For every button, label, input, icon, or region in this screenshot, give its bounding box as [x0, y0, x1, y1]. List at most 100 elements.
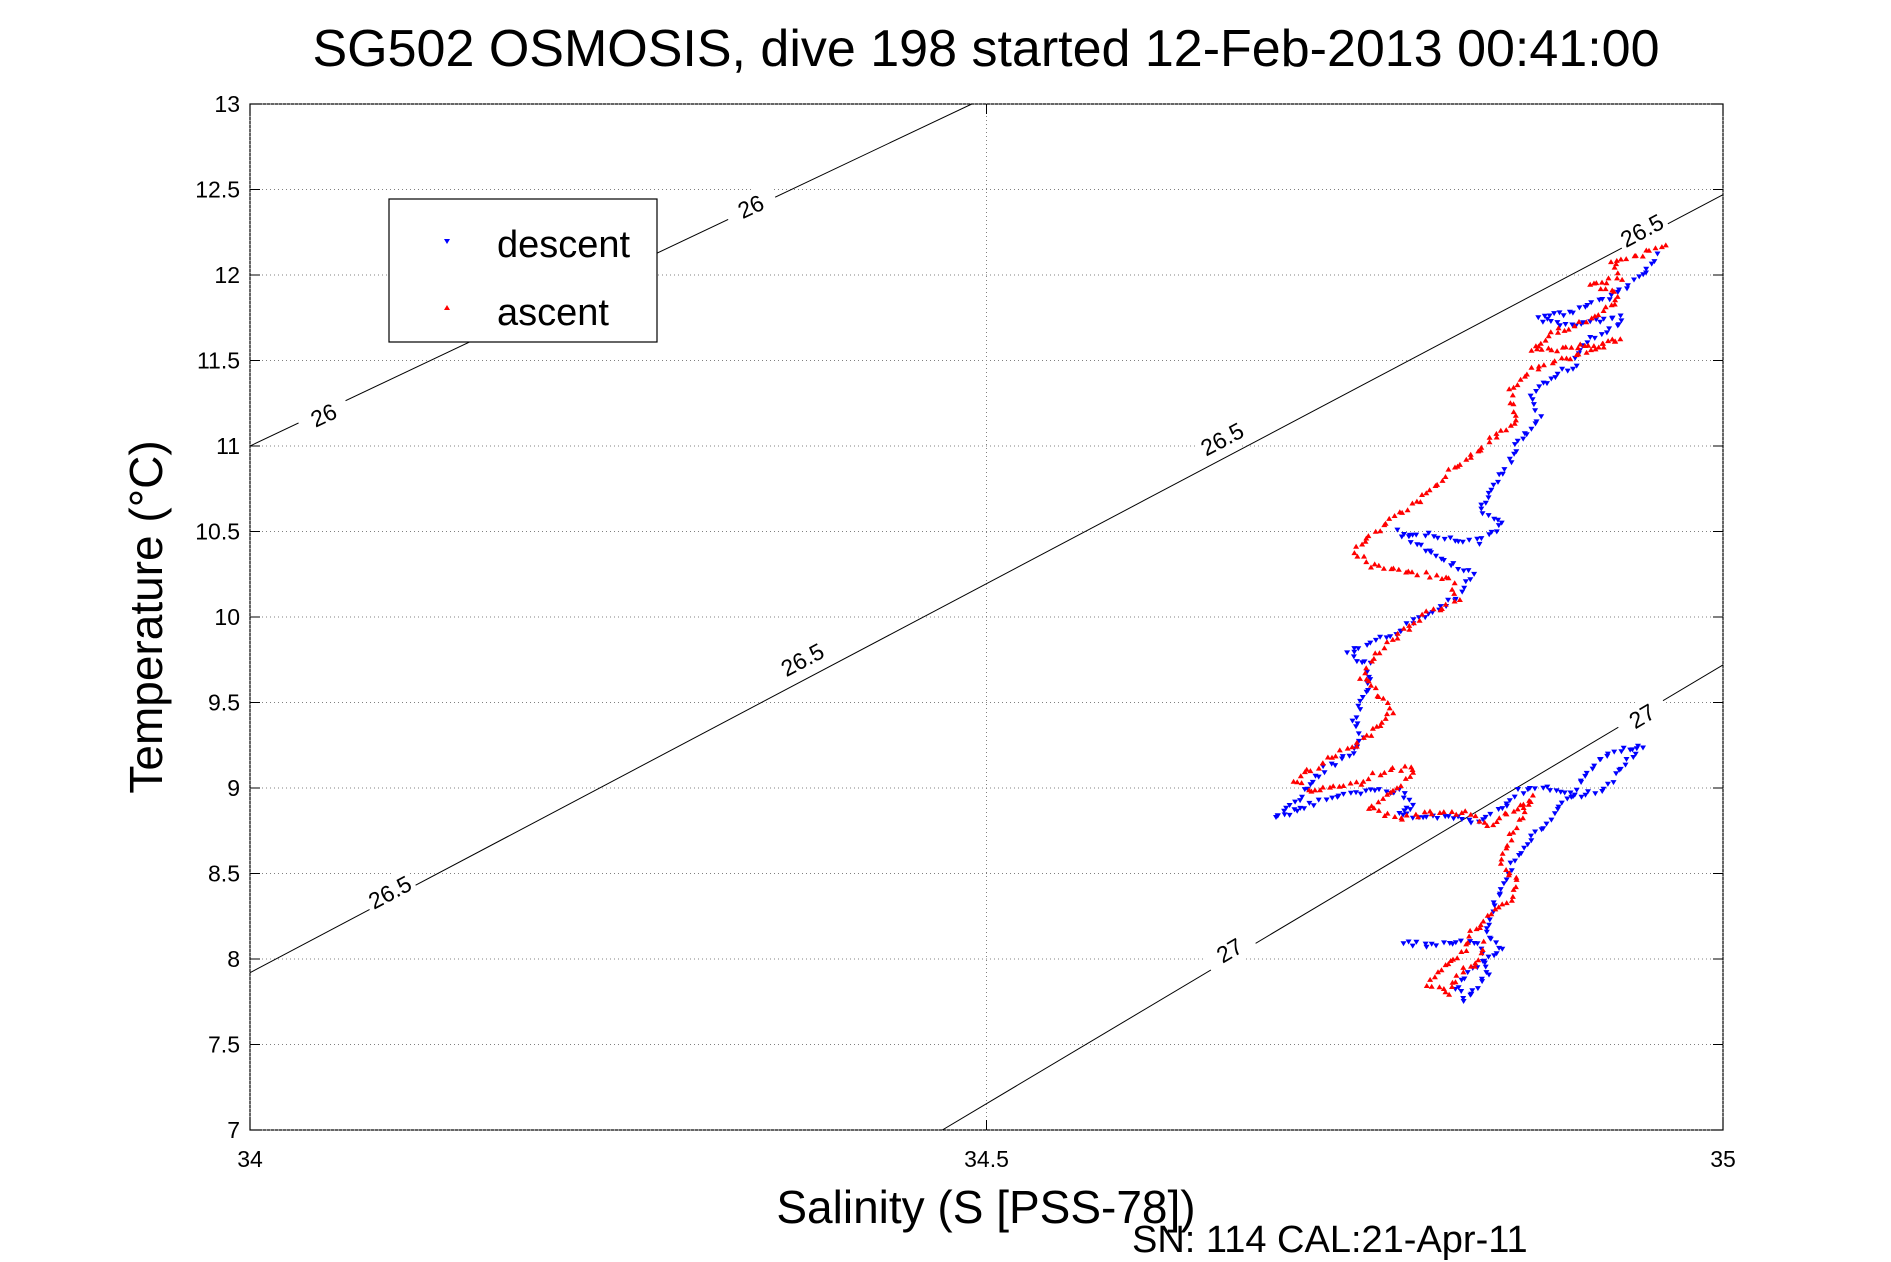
ascent-point — [1448, 809, 1455, 814]
descent-point — [1548, 817, 1555, 823]
descent-point — [1572, 355, 1579, 361]
descent-point — [1471, 571, 1478, 577]
contour-label-bg — [772, 634, 833, 686]
descent-point — [1536, 384, 1543, 390]
ascent-point — [1506, 831, 1513, 836]
ascent-point — [1405, 568, 1412, 574]
ascent-point — [1608, 259, 1614, 265]
ascent-point — [1458, 949, 1465, 954]
descent-point — [1353, 659, 1360, 665]
descent-point — [1521, 431, 1528, 437]
descent-point — [1503, 877, 1510, 883]
descent-point — [1422, 548, 1429, 554]
ascent-point — [1384, 700, 1391, 705]
descent-point — [1335, 793, 1342, 799]
descent-point — [1437, 604, 1444, 610]
ascent-point — [1377, 772, 1384, 778]
ascent-point — [1381, 645, 1388, 651]
ascent-point — [1503, 867, 1510, 872]
ascent-point — [1440, 809, 1447, 815]
ascent-point — [1363, 535, 1370, 541]
descent-point — [1434, 535, 1441, 541]
descent-point — [1464, 970, 1471, 976]
ascent-point — [1380, 695, 1387, 701]
descent-point — [1357, 698, 1364, 704]
descent-point — [1630, 755, 1637, 760]
ascent-point — [1555, 325, 1562, 331]
ascent-point — [1540, 362, 1547, 368]
descent-point — [1591, 335, 1598, 341]
descent-point — [1398, 534, 1405, 540]
ascent-point — [1472, 963, 1478, 969]
descent-point — [1515, 787, 1521, 792]
descent-point — [1350, 654, 1357, 660]
ascent-point — [1504, 842, 1511, 848]
ascent-point — [1368, 564, 1374, 570]
descent-point — [1588, 300, 1595, 306]
ascent-point — [1412, 811, 1419, 817]
descent-point — [1315, 797, 1322, 803]
ascent-point — [1360, 778, 1367, 784]
descent-point — [1507, 860, 1514, 866]
ascent-point — [1477, 925, 1483, 930]
descent-point — [1332, 763, 1339, 769]
ascent-point — [1619, 276, 1626, 282]
ascent-point — [1410, 769, 1417, 775]
descent-point — [1478, 976, 1485, 982]
ascent-point — [1451, 580, 1458, 586]
descent-point — [1482, 964, 1489, 970]
descent-point — [1301, 787, 1308, 793]
ascent-point — [1460, 969, 1467, 975]
ascent-point — [1404, 507, 1411, 513]
descent-point — [1614, 323, 1621, 329]
descent-point — [1431, 534, 1437, 540]
ascent-point — [1358, 781, 1365, 787]
descent-point — [1355, 731, 1362, 737]
descent-point — [1409, 815, 1416, 821]
descent-point — [1618, 318, 1625, 324]
ascent-point — [1571, 323, 1578, 329]
ascent-point — [1452, 979, 1459, 985]
descent-point — [1582, 304, 1589, 310]
ascent-point — [1528, 364, 1535, 370]
ascent-point — [1376, 650, 1383, 656]
descent-point — [1491, 903, 1498, 909]
descent-point — [1401, 808, 1408, 814]
descent-point — [1495, 523, 1502, 529]
contour-label-bg — [1192, 413, 1253, 465]
ascent-point — [1472, 813, 1479, 819]
ascent-point — [1592, 346, 1599, 352]
descent-point — [1609, 315, 1616, 321]
ascent-point — [1387, 789, 1394, 795]
ascent-point — [1503, 900, 1510, 906]
ascent-point — [1327, 784, 1333, 790]
ascent-point — [1294, 779, 1301, 785]
ascent-point — [1480, 938, 1487, 944]
ascent-point — [1588, 315, 1595, 321]
descent-point — [1447, 535, 1454, 541]
x-axis-ticks: 34 34.5 35 — [237, 104, 1736, 1172]
ascent-point — [1514, 382, 1521, 388]
ascent-point — [1433, 572, 1440, 578]
ascent-point — [1391, 814, 1398, 819]
ascent-point — [1329, 754, 1335, 760]
ascent-point — [1499, 901, 1506, 907]
descent-point — [1543, 821, 1550, 827]
ascent-point — [1437, 607, 1444, 613]
ascent-point — [1453, 811, 1460, 817]
ascent-point — [1597, 286, 1604, 292]
descent-point — [1468, 820, 1474, 826]
descent-point — [1281, 812, 1288, 818]
descent-point — [1486, 922, 1493, 928]
ascent-point — [1511, 420, 1518, 426]
descent-point — [1487, 811, 1494, 817]
descent-point — [1564, 796, 1571, 802]
descent-point — [1353, 790, 1359, 796]
descent-point — [1486, 972, 1492, 978]
descent-point — [1600, 786, 1607, 792]
ascent-point — [1439, 477, 1446, 483]
ascent-point — [1520, 805, 1527, 810]
ascent-point — [1609, 336, 1616, 342]
ascent-point — [1476, 818, 1483, 824]
descent-point — [1546, 313, 1553, 319]
